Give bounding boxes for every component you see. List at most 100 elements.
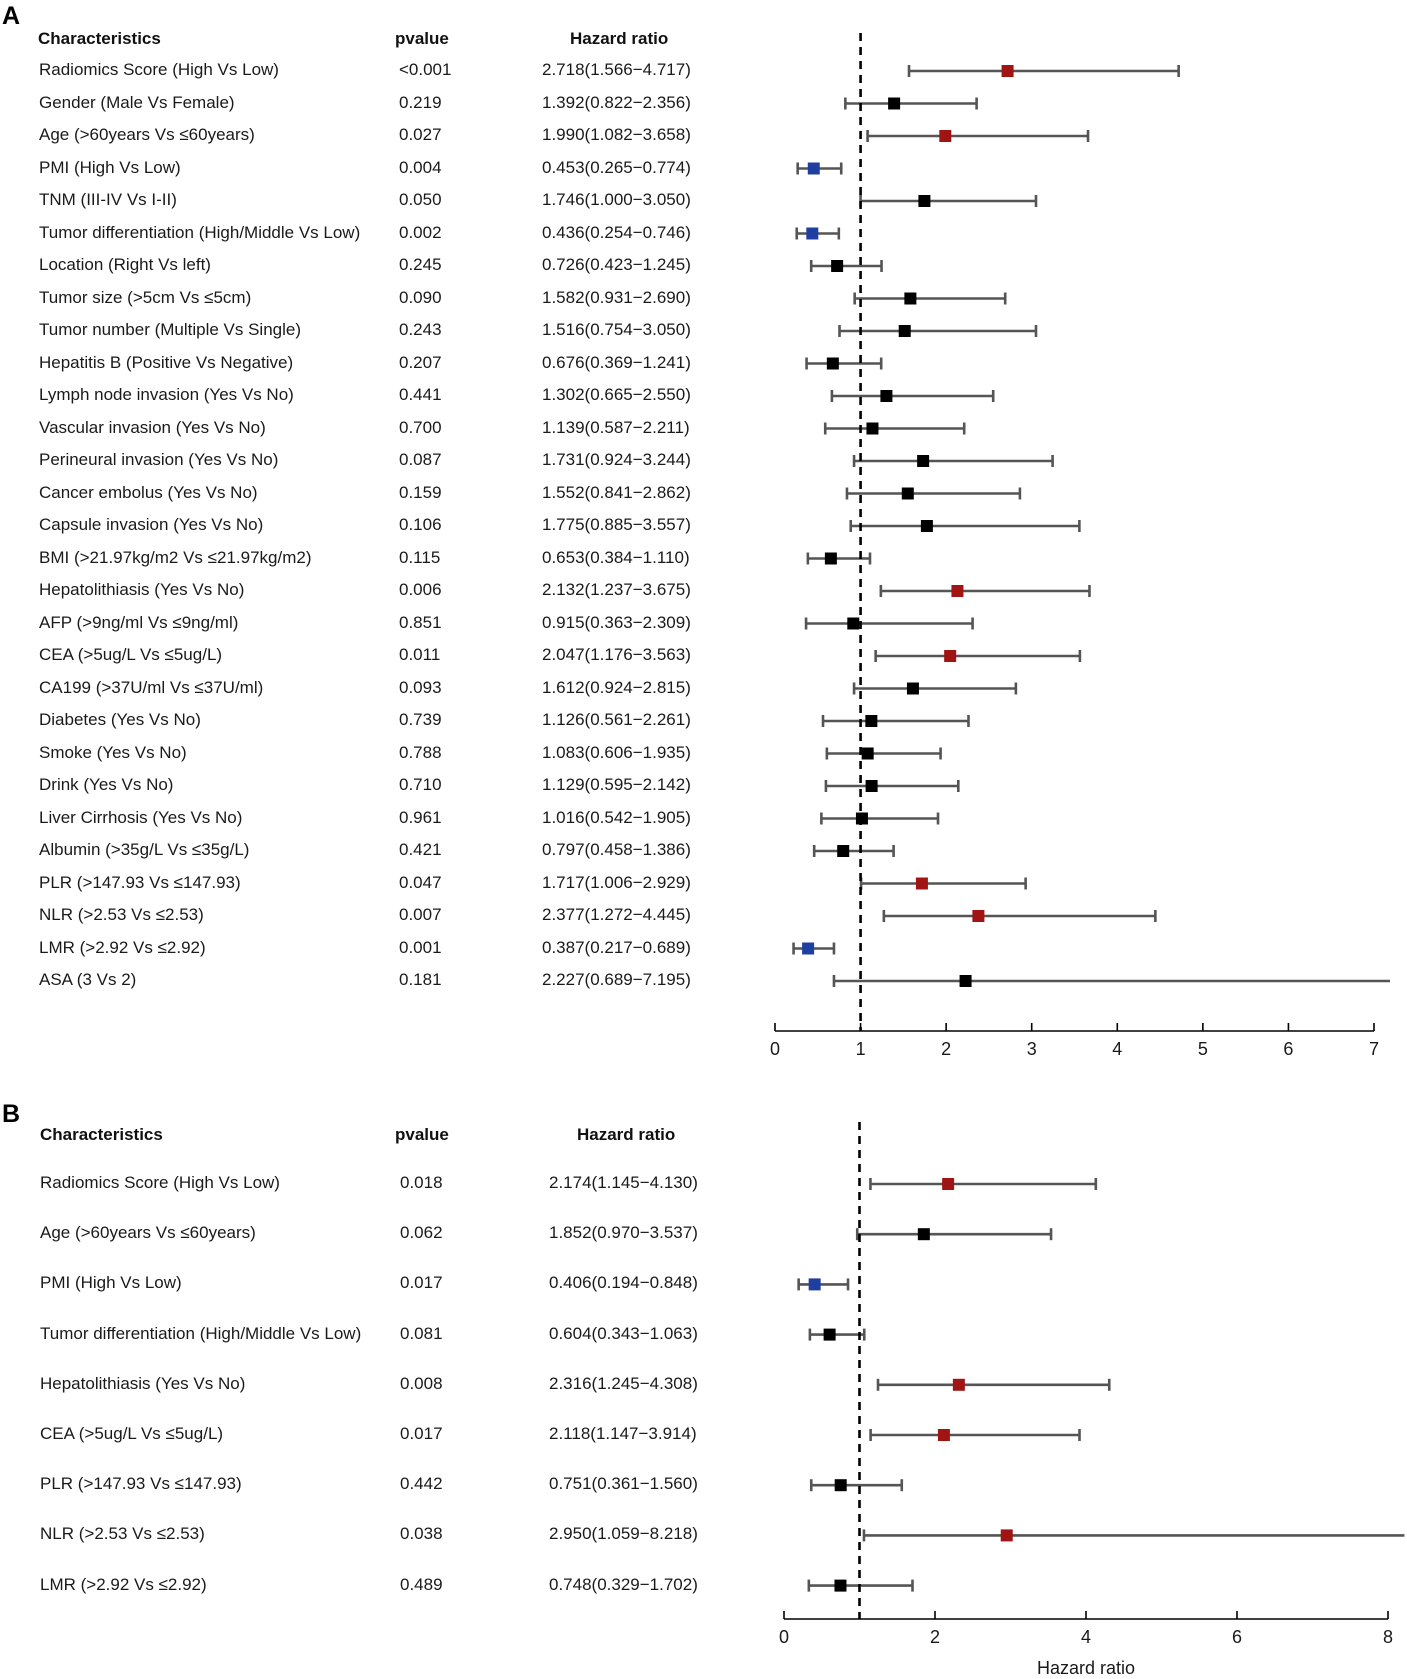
hr-point — [959, 975, 972, 987]
row-pvalue: 0.017 — [400, 1424, 443, 1443]
hr-point — [920, 520, 933, 532]
row-pvalue: 0.001 — [399, 937, 442, 957]
row-label: BMI (>21.97kg/m2 Vs ≤21.97kg/m2) — [39, 547, 312, 567]
row-label: Perineural invasion (Yes Vs No) — [39, 450, 279, 469]
row-pvalue: 0.181 — [399, 970, 442, 989]
row-hazard-ratio-text: 1.302(0.665−2.550) — [542, 385, 691, 404]
row-label: Tumor size (>5cm Vs ≤5cm) — [39, 287, 252, 307]
row-pvalue: <0.001 — [399, 60, 452, 79]
row-hazard-ratio-text: 0.748(0.329−1.702) — [549, 1574, 698, 1594]
row-hazard-ratio-text: 2.174(1.145−4.130) — [549, 1173, 698, 1192]
row-pvalue: 0.700 — [399, 417, 442, 437]
hr-point — [807, 162, 820, 175]
row-hazard-ratio-text: 1.016(0.542−1.905) — [542, 807, 691, 827]
hr-point — [898, 325, 911, 337]
row-pvalue: 0.243 — [399, 320, 442, 339]
row-label: TNM (III-IV Vs I-II) — [39, 190, 177, 209]
x-tick-label: 0 — [770, 1039, 780, 1059]
row-hazard-ratio-text: 0.406(0.194−0.848) — [549, 1273, 698, 1293]
hr-point — [802, 942, 815, 955]
header-hazard-ratio-a: Hazard ratio — [570, 29, 669, 48]
x-tick-label: 5 — [1198, 1039, 1208, 1059]
row-label: Cancer embolus (Yes Vs No) — [39, 482, 258, 502]
row-label: Tumor number (Multiple Vs Single) — [39, 320, 302, 339]
row-hazard-ratio-text: 2.377(1.272−4.445) — [542, 905, 691, 924]
row-label: Tumor differentiation (High/Middle Vs Lo… — [39, 222, 361, 242]
hr-point — [834, 1579, 847, 1592]
row-pvalue: 0.851 — [399, 612, 442, 632]
header-characteristics-b: Characteristics — [40, 1125, 163, 1144]
row-pvalue: 0.007 — [399, 905, 442, 924]
hr-point — [906, 682, 919, 695]
row-hazard-ratio-text: 1.990(1.082−3.658) — [542, 125, 691, 144]
panel-label-b: B — [2, 1100, 21, 1128]
row-hazard-ratio-text: 0.604(0.343−1.063) — [549, 1323, 698, 1343]
row-hazard-ratio-text: 1.129(0.595−2.142) — [542, 775, 691, 794]
row-hazard-ratio-text: 1.516(0.754−3.050) — [542, 320, 691, 339]
row-hazard-ratio-text: 2.718(1.566−4.717) — [542, 60, 691, 79]
x-tick-label: 6 — [1283, 1039, 1293, 1059]
hr-point — [880, 390, 893, 402]
row-pvalue: 0.027 — [399, 125, 442, 144]
x-tick-label: 0 — [779, 1627, 789, 1647]
header-characteristics-a: Characteristics — [38, 29, 161, 48]
x-tick-label: 4 — [1112, 1039, 1122, 1059]
hr-point — [951, 585, 964, 597]
row-hazard-ratio-text: 0.653(0.384−1.110) — [542, 547, 690, 567]
row-hazard-ratio-text: 2.118(1.147−3.914) — [549, 1424, 697, 1443]
hr-point — [855, 812, 868, 825]
row-label: NLR (>2.53 Vs ≤2.53) — [39, 905, 204, 924]
row-label: PLR (>147.93 Vs ≤147.93) — [40, 1474, 242, 1494]
hr-point — [942, 1178, 955, 1190]
row-label: Albumin (>35g/L Vs ≤35g/L) — [39, 840, 250, 859]
row-pvalue: 0.442 — [400, 1474, 443, 1494]
x-tick-label: 1 — [856, 1039, 866, 1059]
hr-point — [972, 910, 985, 922]
row-hazard-ratio-text: 1.139(0.587−2.211) — [542, 417, 690, 437]
row-pvalue: 0.093 — [399, 677, 442, 697]
hr-point — [917, 1228, 930, 1241]
hr-point — [915, 877, 928, 890]
row-label: Lymph node invasion (Yes Vs No) — [39, 385, 294, 404]
row-pvalue: 0.062 — [400, 1223, 443, 1243]
row-label: Location (Right Vs left) — [39, 255, 211, 274]
row-label: AFP (>9ng/ml Vs ≤9ng/ml) — [39, 612, 239, 632]
hr-point — [831, 260, 844, 272]
row-hazard-ratio-text: 1.083(0.606−1.935) — [542, 742, 691, 762]
row-label: Hepatolithiasis (Yes Vs No) — [40, 1373, 246, 1393]
hr-point — [904, 292, 917, 305]
forest-panel-b: B Characteristics pvalue Hazard ratio Ra… — [0, 1100, 1407, 1679]
row-hazard-ratio-text: 1.731(0.924−3.244) — [542, 450, 691, 469]
row-label: Age (>60years Vs ≤60years) — [39, 125, 255, 144]
hr-point — [861, 747, 874, 760]
row-label: Capsule invasion (Yes Vs No) — [39, 515, 264, 534]
row-hazard-ratio-text: 1.582(0.931−2.690) — [542, 287, 691, 307]
row-label: Age (>60years Vs ≤60years) — [40, 1223, 256, 1243]
forest-plot-b: 0 2 4 6 8 Hazard ratio — [779, 1122, 1405, 1678]
row-hazard-ratio-text: 0.387(0.217−0.689) — [542, 937, 691, 957]
row-pvalue: 0.017 — [400, 1273, 443, 1293]
hr-point — [824, 552, 837, 565]
row-label: Hepatolithiasis (Yes Vs No) — [39, 580, 245, 599]
hr-point — [939, 130, 952, 142]
row-label: Hepatitis B (Positive Vs Negative) — [39, 352, 294, 372]
hr-point — [865, 715, 878, 727]
row-pvalue: 0.788 — [399, 742, 442, 762]
row-pvalue: 0.961 — [399, 807, 442, 827]
x-tick-label: 3 — [1027, 1039, 1037, 1059]
row-hazard-ratio-text: 2.950(1.059−8.218) — [549, 1524, 698, 1544]
hr-point — [888, 97, 901, 110]
row-label: Vascular invasion (Yes Vs No) — [39, 417, 266, 437]
hr-point — [1000, 1529, 1013, 1542]
row-hazard-ratio-text: 0.676(0.369−1.241) — [542, 352, 691, 372]
row-pvalue: 0.207 — [399, 352, 442, 372]
row-hazard-ratio-text: 0.436(0.254−0.746) — [542, 222, 691, 242]
row-pvalue: 0.011 — [399, 645, 441, 664]
row-hazard-ratio-text: 0.915(0.363−2.309) — [542, 612, 691, 632]
row-hazard-ratio-text: 1.612(0.924−2.815) — [542, 677, 691, 697]
row-label: PLR (>147.93 Vs ≤147.93) — [39, 872, 241, 892]
x-tick-label: 6 — [1232, 1627, 1242, 1647]
row-label: Liver Cirrhosis (Yes Vs No) — [39, 807, 243, 827]
row-pvalue: 0.087 — [399, 450, 442, 469]
row-hazard-ratio-text: 1.775(0.885−3.557) — [542, 515, 691, 534]
